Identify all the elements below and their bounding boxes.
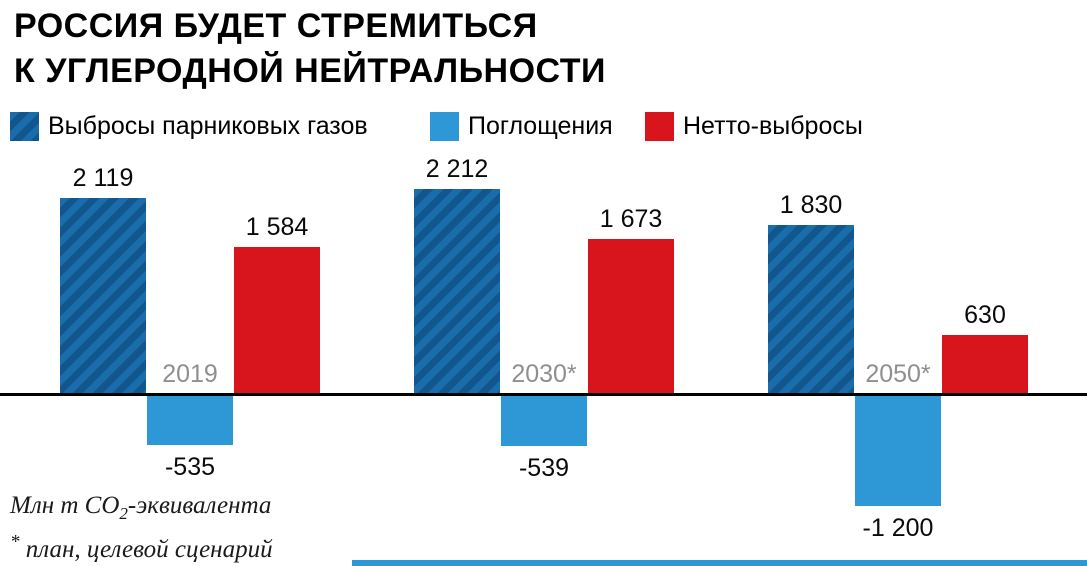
net-swatch-icon xyxy=(645,111,674,141)
value-label-absorption-2030: -539 xyxy=(518,454,570,482)
zero-baseline xyxy=(0,393,1087,396)
value-label-emissions-2050: 1 830 xyxy=(779,191,843,219)
legend-label-emissions: Выбросы парниковых газов xyxy=(48,111,368,140)
value-label-absorption-2019: -535 xyxy=(164,453,216,481)
bar-absorption-2050 xyxy=(855,396,941,506)
bar-emissions-2050 xyxy=(768,225,854,393)
emissions-swatch-icon xyxy=(10,111,39,141)
bar-emissions-2030 xyxy=(414,189,500,393)
bar-absorption-2030 xyxy=(501,396,587,446)
bar-net-2019 xyxy=(234,247,320,393)
bar-net-2050 xyxy=(942,335,1028,393)
bar-absorption-2019 xyxy=(147,396,233,445)
category-label-2019: 2019 xyxy=(162,360,218,388)
footnote: Млн т CO2-эквивалента * план, целевой сц… xyxy=(10,488,273,566)
category-label-2030: 2030* xyxy=(511,360,577,388)
title-line-1: РОССИЯ БУДЕТ СТРЕМИТЬСЯ xyxy=(14,7,538,45)
legend-item-emissions: Выбросы парниковых газов xyxy=(10,110,368,142)
bar-emissions-2019 xyxy=(60,198,146,393)
scenario-note: * план, целевой сценарий xyxy=(10,531,273,563)
legend-label-net: Нетто-выбросы xyxy=(683,111,863,140)
legend-item-net: Нетто-выбросы xyxy=(645,110,863,142)
value-label-net-2019: 1 584 xyxy=(245,213,309,241)
unit-note: Млн т CO2-эквивалента xyxy=(10,492,272,523)
value-label-emissions-2019: 2 119 xyxy=(72,164,134,192)
title-line-2: К УГЛЕРОДНОЙ НЕЙТРАЛЬНОСТИ xyxy=(14,52,606,90)
legend-label-absorption: Поглощения xyxy=(468,111,613,140)
value-label-emissions-2030: 2 212 xyxy=(425,155,489,183)
legend-item-absorption: Поглощения xyxy=(430,110,613,142)
bar-net-2030 xyxy=(588,239,674,393)
value-label-net-2050: 630 xyxy=(964,301,1006,329)
category-label-2050: 2050* xyxy=(865,360,931,388)
page-title: РОССИЯ БУДЕТ СТРЕМИТЬСЯ К УГЛЕРОДНОЙ НЕЙ… xyxy=(14,4,606,94)
legend: Выбросы парниковых газов Поглощения Нетт… xyxy=(0,110,1087,142)
absorption-swatch-icon xyxy=(430,111,459,141)
value-label-net-2030: 1 673 xyxy=(599,205,663,233)
value-label-absorption-2050: -1 200 xyxy=(862,514,934,542)
bottom-accent-bar xyxy=(352,560,1087,566)
